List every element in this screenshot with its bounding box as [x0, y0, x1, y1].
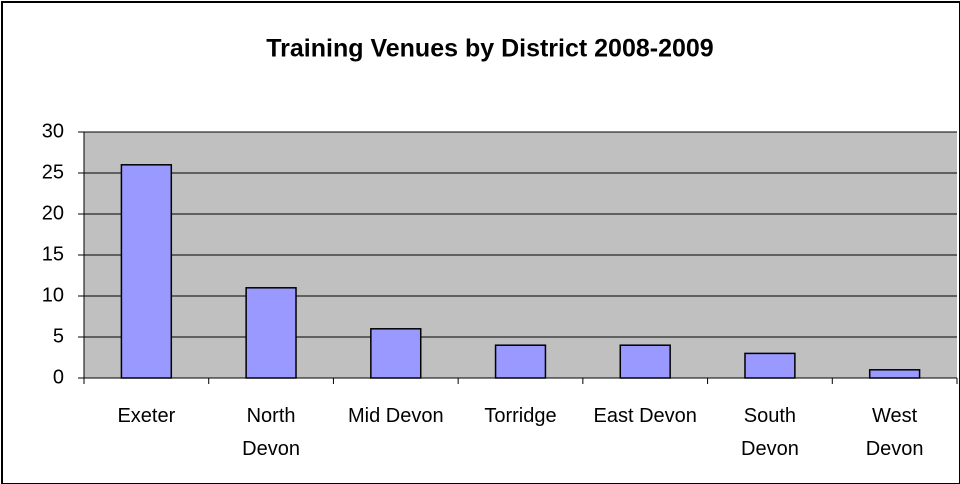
- y-tick-label: 30: [42, 120, 64, 142]
- x-tick-label: West Devon: [865, 405, 924, 460]
- bar: [120, 164, 173, 379]
- bar: [619, 344, 671, 379]
- x-tick-label: Exeter: [117, 405, 176, 427]
- x-tick-label: North Devon: [242, 405, 300, 460]
- x-tick-label: Mid Devon: [347, 405, 444, 427]
- x-tick-label: Torridge: [484, 405, 557, 427]
- y-tick-label: 0: [53, 366, 64, 388]
- bar: [370, 328, 422, 379]
- chart-title: Training Venues by District 2008-2009: [266, 35, 713, 63]
- x-tick-label: East Devon: [593, 405, 697, 427]
- y-tick-label: 20: [42, 202, 64, 224]
- bar: [494, 344, 547, 379]
- bar: [868, 369, 921, 379]
- bar: [744, 352, 796, 379]
- bar: [245, 287, 297, 379]
- x-tick-label: South Devon: [741, 405, 799, 460]
- y-tick-label: 15: [42, 243, 64, 265]
- y-tick-label: 25: [42, 161, 64, 183]
- y-tick-label: 10: [42, 284, 64, 306]
- y-tick-label: 5: [53, 325, 64, 347]
